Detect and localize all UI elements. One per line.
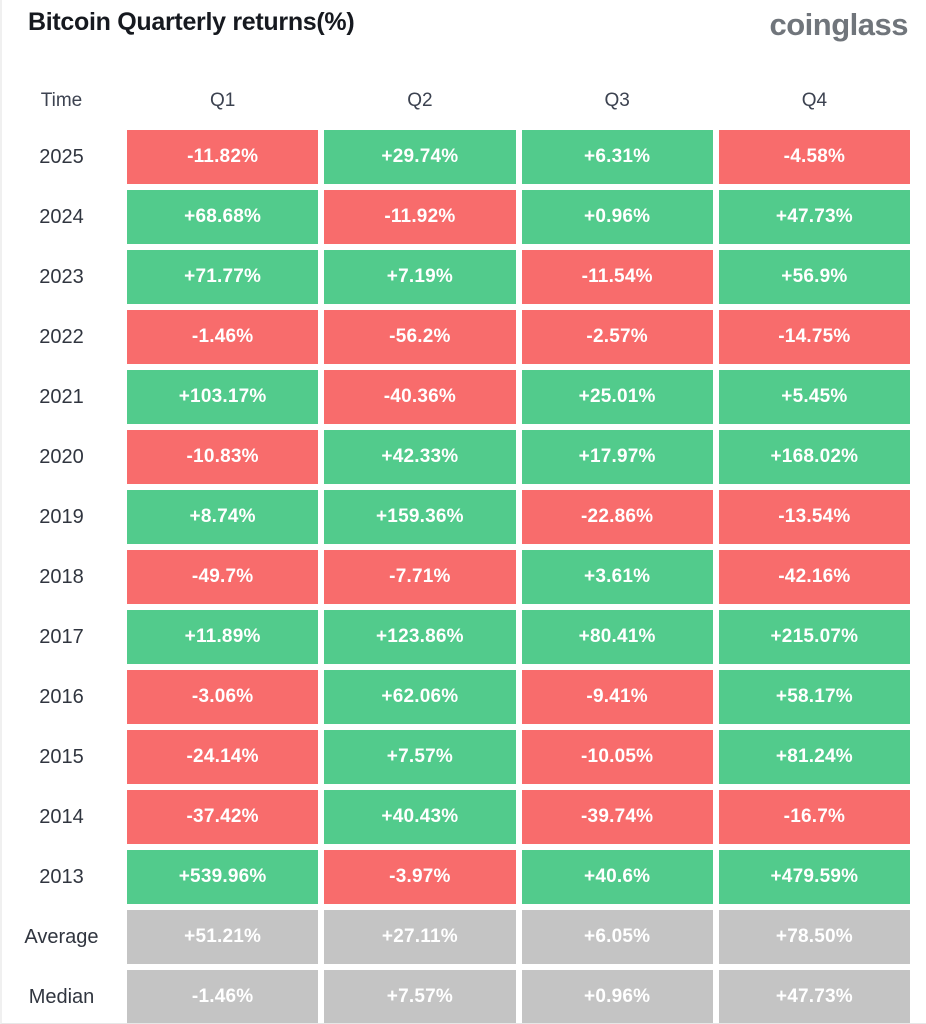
return-cell: +6.31% — [521, 130, 713, 184]
return-cell: -7.71% — [324, 550, 516, 604]
return-cell: +5.45% — [718, 370, 910, 424]
return-cell: -1.46% — [127, 310, 319, 364]
return-cell: +29.74% — [324, 130, 516, 184]
row-label: 2018 — [39, 566, 84, 588]
row-label: 2024 — [39, 206, 84, 228]
row-label: 2025 — [39, 146, 84, 168]
return-cell: +78.50% — [718, 910, 910, 964]
return-cell: +47.73% — [718, 970, 910, 1023]
return-cell: -10.83% — [127, 430, 319, 484]
row-label: 2020 — [39, 446, 84, 468]
return-cell: +42.33% — [324, 430, 516, 484]
return-cell: -37.42% — [127, 790, 319, 844]
column-header: Q1 — [209, 90, 236, 111]
return-cell: +71.77% — [127, 250, 319, 304]
return-cell: +25.01% — [521, 370, 713, 424]
return-cell: +3.61% — [521, 550, 713, 604]
return-cell: +7.57% — [324, 730, 516, 784]
return-cell: +62.06% — [324, 670, 516, 724]
row-label: Median — [28, 986, 95, 1008]
return-cell: +123.86% — [324, 610, 516, 664]
table-header-row: Time Q1 Q2 Q3 Q4 — [2, 88, 910, 114]
page-title: Bitcoin Quarterly returns(%) — [28, 8, 355, 36]
return-cell: +103.17% — [127, 370, 319, 424]
return-cell: -16.7% — [718, 790, 910, 844]
return-cell: +0.96% — [521, 190, 713, 244]
return-cell: +0.96% — [521, 970, 713, 1023]
return-cell: -11.54% — [521, 250, 713, 304]
return-cell: +7.19% — [324, 250, 516, 304]
return-cell: +81.24% — [718, 730, 910, 784]
return-cell: -1.46% — [127, 970, 319, 1023]
coinglass-logo[interactable]: coinglass — [769, 7, 909, 42]
row-label: Average — [24, 926, 99, 948]
return-cell: +159.36% — [324, 490, 516, 544]
column-header: Q3 — [604, 90, 630, 111]
return-cell: -42.16% — [718, 550, 910, 604]
row-label: 2017 — [39, 626, 84, 648]
return-cell: +40.6% — [521, 850, 713, 904]
row-label: 2013 — [39, 866, 84, 888]
return-cell: +479.59% — [718, 850, 910, 904]
return-cell: +27.11% — [324, 910, 516, 964]
return-cell: -40.36% — [324, 370, 516, 424]
column-header: Q2 — [407, 90, 433, 111]
return-cell: -14.75% — [718, 310, 910, 364]
return-cell: +11.89% — [127, 610, 319, 664]
row-label: 2022 — [39, 326, 84, 348]
return-cell: -3.97% — [324, 850, 516, 904]
return-cell: +47.73% — [718, 190, 910, 244]
topbar: Bitcoin Quarterly returns(%) coinglass — [2, 0, 926, 60]
return-cell: +168.02% — [718, 430, 910, 484]
column-header: Q4 — [801, 90, 828, 111]
return-cell: -13.54% — [718, 490, 910, 544]
row-label: 2021 — [39, 386, 84, 408]
column-header: Time — [40, 90, 83, 111]
return-cell: +7.57% — [324, 970, 516, 1023]
return-cell: +17.97% — [521, 430, 713, 484]
return-cell: +68.68% — [127, 190, 319, 244]
return-cell: +56.9% — [718, 250, 910, 304]
row-label: 2023 — [39, 266, 84, 288]
row-label: 2014 — [39, 806, 84, 828]
return-cell: -2.57% — [521, 310, 713, 364]
return-cell: +51.21% — [127, 910, 319, 964]
return-cell: +539.96% — [127, 850, 319, 904]
return-cell: -49.7% — [127, 550, 319, 604]
return-cell: -56.2% — [324, 310, 516, 364]
row-label: 2019 — [39, 506, 84, 528]
return-cell: +40.43% — [324, 790, 516, 844]
return-cell: +6.05% — [521, 910, 713, 964]
return-cell: -24.14% — [127, 730, 319, 784]
row-label: 2016 — [39, 686, 84, 708]
return-cell: -4.58% — [718, 130, 910, 184]
row-label: 2015 — [39, 746, 84, 768]
return-cell: +215.07% — [718, 610, 910, 664]
return-cell: +80.41% — [521, 610, 713, 664]
returns-table: 2025 -11.82% +29.74% +6.31% -4.58% 2024 +68.68… — [2, 130, 910, 1023]
return-cell: +8.74% — [127, 490, 319, 544]
return-cell: +58.17% — [718, 670, 910, 724]
return-cell: -22.86% — [521, 490, 713, 544]
return-cell: -10.05% — [521, 730, 713, 784]
return-cell: -11.82% — [127, 130, 319, 184]
return-cell: -9.41% — [521, 670, 713, 724]
return-cell: -39.74% — [521, 790, 713, 844]
return-cell: -3.06% — [127, 670, 319, 724]
return-cell: -11.92% — [324, 190, 516, 244]
